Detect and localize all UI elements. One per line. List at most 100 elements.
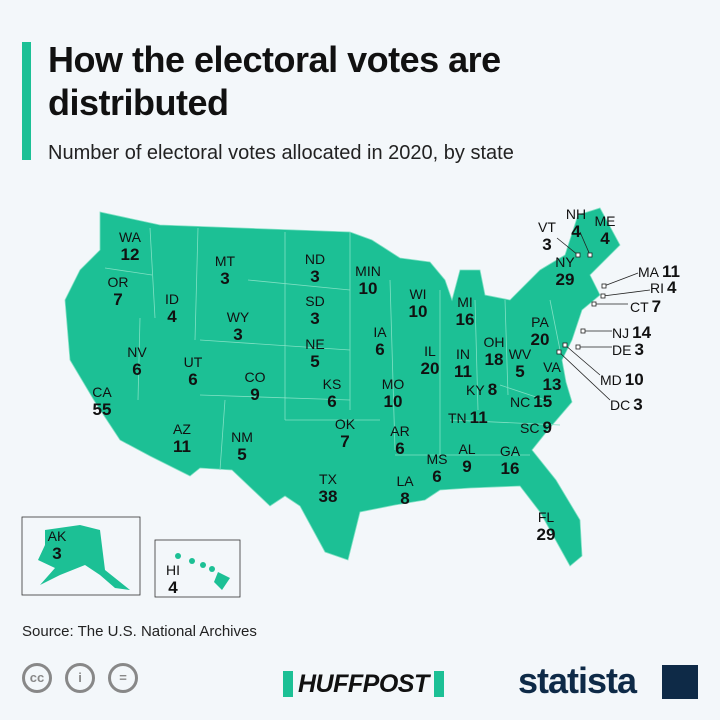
hawaii-inset-frame bbox=[154, 539, 241, 598]
state-label-oh: OH 18 bbox=[484, 334, 505, 369]
state-label-nm: NM 5 bbox=[231, 429, 253, 464]
electoral-votes: 3 bbox=[310, 309, 320, 328]
state-abbr: MI bbox=[457, 294, 473, 310]
electoral-votes: 38 bbox=[318, 487, 338, 506]
accent-bar bbox=[22, 42, 31, 160]
state-label-tn: TN 11 bbox=[448, 408, 488, 427]
state-label-wi: WI 10 bbox=[409, 286, 428, 321]
state-abbr: TX bbox=[319, 471, 337, 487]
electoral-votes: 12 bbox=[120, 245, 140, 264]
state-abbr: AZ bbox=[173, 421, 191, 437]
state-label-ia: IA 6 bbox=[373, 324, 386, 359]
state-abbr: NC bbox=[510, 394, 531, 410]
electoral-votes: 6 bbox=[432, 467, 442, 486]
electoral-votes: 4 bbox=[667, 278, 677, 297]
state-abbr: OH bbox=[483, 334, 505, 350]
electoral-votes: 11 bbox=[662, 262, 680, 281]
state-abbr: MA bbox=[638, 264, 659, 280]
state-label-me: ME 4 bbox=[595, 213, 616, 248]
electoral-votes: 4 bbox=[600, 229, 610, 248]
state-label-or: OR 7 bbox=[108, 274, 129, 309]
electoral-votes: 6 bbox=[188, 370, 198, 389]
state-abbr: VT bbox=[538, 219, 556, 235]
state-abbr: NH bbox=[565, 206, 587, 222]
state-label-in: IN 11 bbox=[454, 346, 472, 381]
electoral-votes: 8 bbox=[487, 380, 498, 399]
electoral-votes: 10 bbox=[624, 370, 644, 389]
state-abbr: NJ bbox=[612, 325, 630, 341]
electoral-votes: 4 bbox=[168, 578, 178, 597]
electoral-votes: 55 bbox=[92, 400, 112, 419]
state-abbr: WY bbox=[226, 309, 250, 325]
source-note: Source: The U.S. National Archives bbox=[22, 623, 257, 640]
electoral-votes: 10 bbox=[358, 279, 378, 298]
electoral-votes: 6 bbox=[375, 340, 385, 359]
state-label-sc: SC 9 bbox=[520, 418, 552, 437]
state-label-dc: DC 3 bbox=[610, 395, 643, 414]
state-label-sd: SD 3 bbox=[305, 293, 324, 328]
state-label-fl: FL 29 bbox=[537, 509, 556, 544]
electoral-votes: 9 bbox=[250, 385, 260, 404]
cc-icon: cc bbox=[22, 663, 52, 693]
state-abbr: GA bbox=[499, 443, 521, 459]
state-label-min: MIN 10 bbox=[355, 263, 381, 298]
state-label-va: VA 13 bbox=[543, 359, 562, 394]
state-abbr: DE bbox=[612, 342, 632, 358]
state-abbr: ME bbox=[594, 213, 616, 229]
electoral-votes: 7 bbox=[113, 290, 123, 309]
contiguous-us-shape bbox=[64, 207, 621, 567]
state-label-az: AZ 11 bbox=[173, 421, 191, 456]
state-label-co: CO 9 bbox=[245, 369, 266, 404]
state-abbr: SD bbox=[305, 293, 325, 309]
electoral-votes: 8 bbox=[400, 489, 410, 508]
statista-logo: statista bbox=[518, 660, 637, 701]
electoral-votes: 3 bbox=[310, 267, 320, 286]
state-abbr: TN bbox=[448, 410, 467, 426]
state-abbr: NV bbox=[127, 344, 147, 360]
electoral-votes: 11 bbox=[173, 437, 191, 456]
electoral-votes: 5 bbox=[310, 352, 320, 371]
state-label-nj: NJ 14 bbox=[612, 323, 651, 342]
state-abbr: AR bbox=[390, 423, 410, 439]
state-abbr: VA bbox=[543, 359, 561, 375]
state-abbr: MIN bbox=[355, 263, 381, 279]
state-label-wa: WA 12 bbox=[119, 229, 141, 264]
hawaii-shape bbox=[175, 553, 230, 590]
state-abbr: PA bbox=[531, 314, 549, 330]
state-abbr: ND bbox=[304, 251, 326, 267]
state-label-nd: ND 3 bbox=[305, 251, 325, 286]
state-label-ar: AR 6 bbox=[390, 423, 409, 458]
no-derivatives-icon: = bbox=[108, 663, 138, 693]
state-abbr: KY bbox=[466, 382, 485, 398]
state-label-ct: CT 7 bbox=[630, 297, 661, 316]
electoral-votes: 18 bbox=[484, 350, 504, 369]
electoral-votes: 5 bbox=[515, 362, 525, 381]
electoral-votes: 10 bbox=[408, 302, 428, 321]
state-label-ga: GA 16 bbox=[500, 443, 520, 478]
page-title: How the electoral votes are distributed bbox=[48, 39, 501, 123]
electoral-votes: 9 bbox=[542, 418, 552, 437]
state-label-wy: WY 3 bbox=[227, 309, 250, 344]
statista-logo-mark bbox=[662, 665, 698, 699]
state-abbr: OR bbox=[107, 274, 129, 290]
state-label-mo: MO 10 bbox=[382, 376, 405, 411]
state-abbr: HI bbox=[166, 562, 180, 578]
state-abbr: UT bbox=[183, 354, 203, 370]
electoral-votes: 3 bbox=[233, 325, 243, 344]
electoral-votes: 15 bbox=[533, 392, 553, 411]
state-abbr: CT bbox=[630, 299, 649, 315]
state-label-ca: CA 55 bbox=[92, 384, 111, 419]
state-label-ks: KS 6 bbox=[323, 376, 342, 411]
electoral-votes: 9 bbox=[462, 457, 472, 476]
electoral-votes: 11 bbox=[469, 408, 488, 427]
state-label-wv: WV 5 bbox=[509, 346, 532, 381]
state-label-md: MD 10 bbox=[600, 370, 644, 389]
electoral-votes: 3 bbox=[52, 544, 62, 563]
electoral-votes: 13 bbox=[542, 375, 562, 394]
state-label-de: DE 3 bbox=[612, 340, 644, 359]
state-label-ne: NE 5 bbox=[305, 336, 324, 371]
state-label-ri: RI 4 bbox=[650, 278, 676, 297]
state-label-ok: OK 7 bbox=[335, 416, 355, 451]
state-label-ma: MA 11 bbox=[638, 262, 680, 281]
state-abbr: MS bbox=[426, 451, 448, 467]
